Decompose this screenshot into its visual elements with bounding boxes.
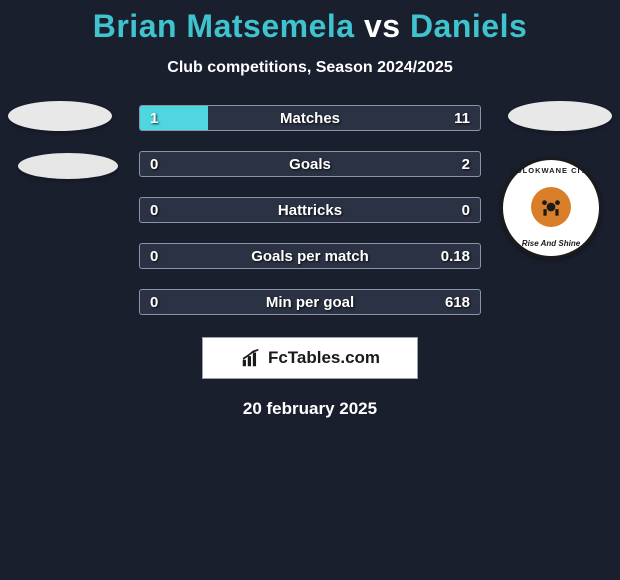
- page-title: Brian Matsemela vs Daniels: [0, 8, 620, 45]
- chart-icon: [240, 347, 262, 369]
- avatar-placeholder-icon: [8, 101, 112, 131]
- stat-value-left: 0: [150, 198, 158, 222]
- player1-name: Brian Matsemela: [93, 8, 355, 44]
- vs-separator: vs: [364, 8, 401, 44]
- comparison-card: Brian Matsemela vs Daniels Club competit…: [0, 0, 620, 419]
- watermark[interactable]: FcTables.com: [202, 337, 418, 379]
- player2-avatar: [508, 101, 612, 131]
- stats-area: POLOKWANE CITY Rise And Shine 1 Matches …: [0, 105, 620, 315]
- stat-row: 0 Min per goal 618: [139, 289, 481, 315]
- stat-row: 0 Goals 2: [139, 151, 481, 177]
- avatar-placeholder-icon: [508, 101, 612, 131]
- stat-label: Goals: [140, 152, 480, 176]
- player2-name: Daniels: [410, 8, 527, 44]
- player1-club-badge: [18, 153, 118, 179]
- club-emblem-icon: [531, 187, 571, 227]
- polokwane-city-badge-icon: POLOKWANE CITY Rise And Shine: [500, 157, 602, 259]
- stat-value-left: 0: [150, 152, 158, 176]
- stat-value-right: 11: [454, 106, 470, 130]
- stat-value-left: 0: [150, 290, 158, 314]
- stat-value-right: 2: [462, 152, 470, 176]
- stat-bars: 1 Matches 11 0 Goals 2 0 Hattricks 0: [139, 105, 481, 315]
- watermark-text: FcTables.com: [268, 348, 380, 368]
- player1-avatar: [8, 101, 112, 131]
- stat-value-left: 1: [150, 106, 158, 130]
- stat-label: Goals per match: [140, 244, 480, 268]
- stat-value-left: 0: [150, 244, 158, 268]
- club-name-top: POLOKWANE CITY: [510, 166, 592, 175]
- stat-row: 0 Hattricks 0: [139, 197, 481, 223]
- stat-row: 1 Matches 11: [139, 105, 481, 131]
- date-label: 20 february 2025: [0, 399, 620, 419]
- stat-label: Min per goal: [140, 290, 480, 314]
- club-motto: Rise And Shine: [522, 239, 580, 248]
- stat-label: Hattricks: [140, 198, 480, 222]
- player2-club-badge: POLOKWANE CITY Rise And Shine: [500, 157, 602, 259]
- subtitle: Club competitions, Season 2024/2025: [0, 59, 620, 77]
- stat-value-right: 618: [445, 290, 470, 314]
- stat-row: 0 Goals per match 0.18: [139, 243, 481, 269]
- stat-value-right: 0: [462, 198, 470, 222]
- club-placeholder-icon: [18, 153, 118, 179]
- stat-value-right: 0.18: [441, 244, 470, 268]
